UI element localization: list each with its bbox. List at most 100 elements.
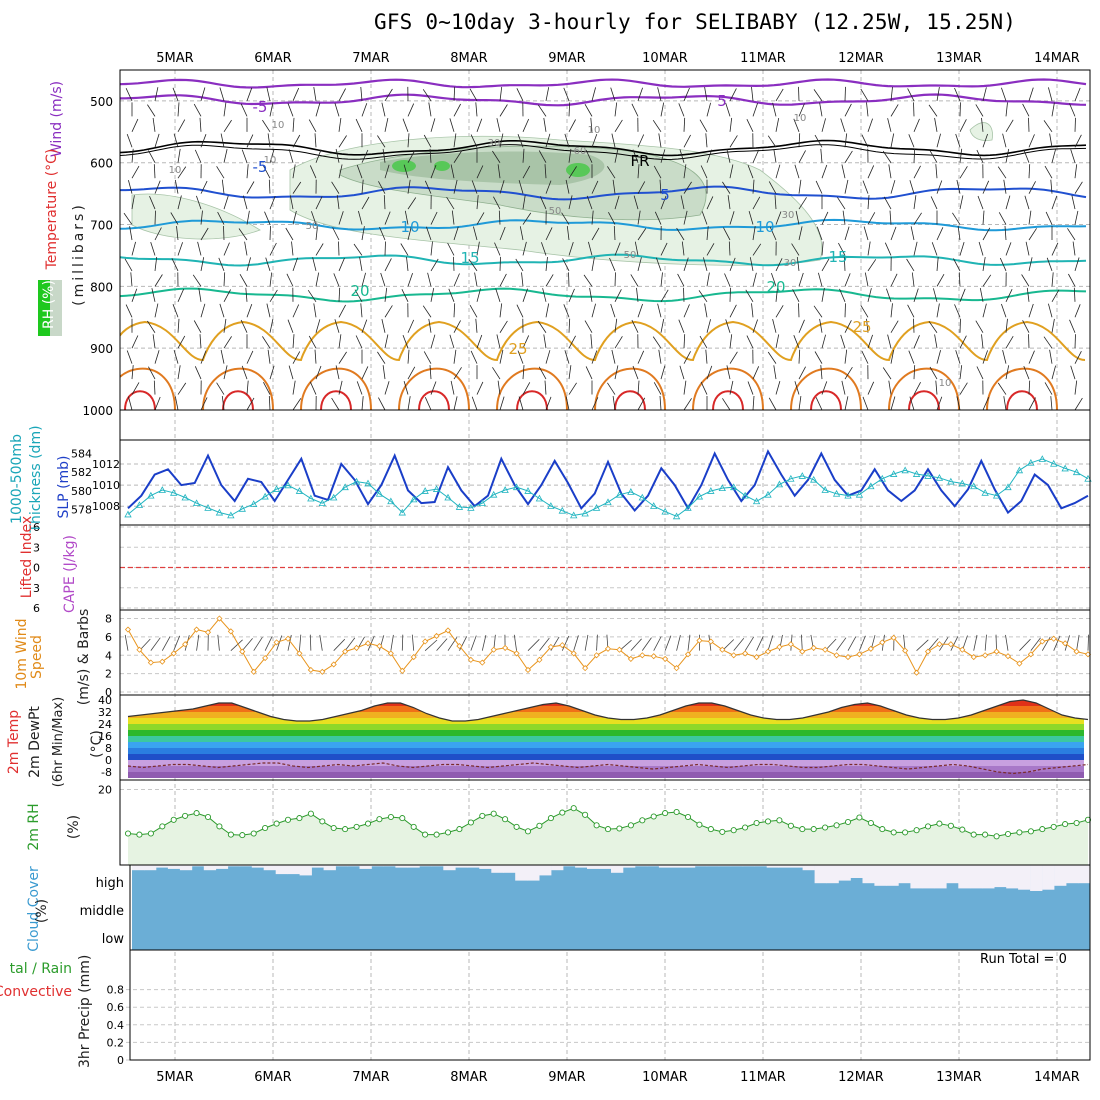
wind-barb (680, 195, 685, 210)
wind-barb (821, 334, 826, 349)
thickness-point (901, 466, 909, 474)
wind-barb (338, 211, 344, 225)
wind-barb (821, 241, 824, 256)
wind-barb (844, 86, 846, 101)
wind-barb (911, 272, 915, 287)
wind-barb (404, 210, 409, 225)
rh-point (170, 816, 177, 823)
wind-barb (890, 104, 899, 117)
wind-barb (384, 164, 390, 179)
wind-barb (1048, 87, 1053, 102)
wind-barb (545, 256, 548, 271)
wind-barb (798, 133, 801, 148)
thickness-point (707, 487, 715, 494)
wind-barb (772, 319, 777, 333)
wind-barb (568, 166, 577, 179)
wind-barb (630, 274, 639, 287)
wind-barb (361, 149, 369, 163)
rh-point (147, 830, 154, 837)
wind-barb (1028, 303, 1034, 318)
wind-tick-label: 2 (105, 668, 112, 681)
wind-barb (959, 148, 963, 163)
rh-point (204, 813, 212, 821)
thickness-tick-label: 584 (71, 447, 92, 460)
wind-barb (798, 226, 803, 241)
wind-speed-point (947, 641, 954, 648)
wind-barb (614, 102, 618, 117)
wind-barb (611, 133, 616, 148)
wind-barb (200, 350, 207, 364)
wind-barb (706, 365, 713, 380)
wind-barb (839, 288, 846, 302)
wind-barb (815, 397, 823, 411)
wind-barb (704, 87, 708, 101)
wind10-barb (733, 637, 745, 651)
wind-barb (223, 336, 232, 349)
rh-point (970, 831, 977, 838)
wind-speed-point (193, 626, 200, 633)
wind10-barb (150, 637, 161, 651)
wind-barb (844, 226, 850, 241)
rh-point (730, 827, 737, 834)
wind-barb (1051, 289, 1060, 303)
wind-barb (522, 288, 528, 302)
isotherm-30 (692, 367, 764, 411)
rh-point (742, 824, 749, 831)
wind-barb (453, 150, 462, 163)
wind-barb (886, 288, 892, 302)
wind-speed-point (136, 646, 143, 653)
wind-barb (384, 381, 390, 395)
wind-barb (361, 226, 365, 241)
wind-barb (476, 118, 483, 132)
wind-barb (402, 334, 409, 349)
wind-barb (913, 195, 917, 210)
wind-barb (292, 164, 296, 179)
wind-barb (197, 241, 202, 256)
minmax-label: (6hr Min/Max) (51, 696, 66, 788)
wind10-barb (184, 635, 190, 651)
wind-barb (637, 134, 645, 148)
upper-rh-label: RH (%) (41, 280, 57, 329)
wind-barb (840, 334, 846, 349)
rh-point (1004, 830, 1012, 838)
wind-barb (492, 367, 501, 380)
rh-point (753, 819, 760, 827)
rh-point (810, 826, 817, 833)
wind-barb (422, 305, 432, 318)
lifted-tick-label: 0 (33, 562, 40, 575)
wind-barb (361, 396, 364, 411)
wind-barb (131, 195, 135, 210)
cloud-high-gap (623, 865, 636, 868)
temp-band (128, 736, 1084, 742)
wind-barb (723, 227, 731, 241)
thickness-point (650, 502, 658, 509)
wind-barb (798, 366, 806, 380)
wind-barb (193, 320, 202, 333)
wind-speed-point (730, 652, 737, 659)
thickness-point (147, 491, 155, 499)
wind-barb (772, 102, 777, 117)
isotherm-30 (120, 367, 176, 411)
wind-barb (381, 319, 386, 333)
wind-barb (729, 351, 738, 364)
wind-barb (798, 303, 800, 318)
wind-barb (154, 87, 159, 101)
thickness-point (1015, 466, 1024, 474)
wind-barb (913, 212, 922, 225)
wind-barb (266, 303, 271, 318)
rh-point (1050, 823, 1057, 830)
wind-barb (1005, 335, 1014, 349)
cloud-high-gap (503, 865, 516, 873)
wind-barb (361, 366, 369, 380)
wind-barb (929, 366, 938, 380)
wind-barb (607, 382, 616, 395)
wind-barb (862, 180, 869, 194)
rh-point (376, 816, 383, 823)
wind-barb (131, 335, 139, 349)
wind-barb (584, 104, 593, 117)
wind-barb (745, 289, 754, 303)
wind-barb (751, 303, 754, 318)
wind-barb (746, 335, 754, 349)
wind-barb (1004, 225, 1007, 241)
wind-barb (798, 319, 805, 333)
